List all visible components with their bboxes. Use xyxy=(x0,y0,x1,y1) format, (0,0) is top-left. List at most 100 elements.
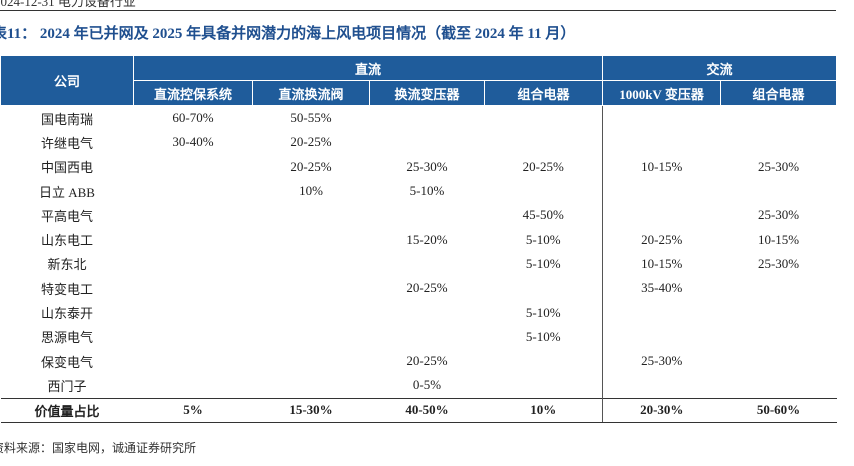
share-cell: 10-15% xyxy=(757,231,800,247)
share-cell: 35-40% xyxy=(641,280,683,296)
share-cell xyxy=(253,373,370,398)
summary-cell: 10% xyxy=(484,397,604,423)
column-header: 组合电器 xyxy=(483,80,604,106)
share-cell: 30-40% xyxy=(172,134,214,150)
share-cell xyxy=(721,373,837,398)
share-cell xyxy=(370,203,485,227)
header-row: 公司 直流 交流 xyxy=(0,55,838,106)
share-cell xyxy=(253,252,370,276)
share-cell: 20-25% xyxy=(290,134,332,150)
company-cell: 保变电气 xyxy=(40,354,93,370)
share-cell: 20-25% xyxy=(406,353,448,369)
share-cell xyxy=(370,252,485,276)
table-row: 保变电气 20-25% 25-30% xyxy=(1,348,837,374)
summary-cell: 5% xyxy=(133,397,253,423)
table-title: 表11： 2024 年已并网及 2025 年具备并网潜力的海上风电项目情况（截至… xyxy=(0,26,576,42)
header-rule xyxy=(0,10,836,11)
header-row: 直流控保系统 直流换流阀 换流变压器 组合电器 1000kV 变压器 组合电器 xyxy=(1,80,838,106)
share-cell xyxy=(484,348,604,374)
column-header: 直流换流阀 xyxy=(252,80,370,106)
table-row: 平高电气 45-50% 25-30% xyxy=(1,203,837,228)
table-row: 山东泰开 5-10% xyxy=(1,300,837,325)
company-cell: 特变电工 xyxy=(40,281,93,297)
share-cell xyxy=(721,349,837,373)
share-cell xyxy=(134,179,253,203)
share-cell xyxy=(603,325,721,349)
company-cell: 中国西电 xyxy=(40,160,93,176)
share-cell: 5-10% xyxy=(409,183,445,199)
column-header: 组合电器 xyxy=(720,80,838,106)
share-cell xyxy=(721,325,837,349)
share-cell xyxy=(253,276,370,300)
company-cell: 山东电工 xyxy=(40,233,93,249)
share-cell: 25-30% xyxy=(641,353,683,369)
summary-cell: 40-50% xyxy=(369,397,485,423)
column-header: 1000kV 变压器 xyxy=(602,80,722,106)
company-cell: 许继电气 xyxy=(40,135,93,151)
source-note: 资料来源：国家电网，诚通证券研究所 xyxy=(0,441,197,455)
table-row: 中国西电 20-25% 25-30% 20-25% 10-15% 25-30% xyxy=(1,154,837,179)
share-cell: 20-25% xyxy=(484,154,604,179)
share-cell xyxy=(253,349,370,373)
table-row: 日立 ABB 10% 5-10% xyxy=(1,178,837,204)
share-cell xyxy=(253,325,370,349)
share-cell: 20-25% xyxy=(290,158,332,174)
summary-cell: 50-60% xyxy=(720,397,837,423)
share-cell: 25-30% xyxy=(757,207,800,223)
share-cell xyxy=(721,179,837,203)
share-cell xyxy=(134,155,253,179)
share-cell xyxy=(603,373,721,398)
column-header: 换流变压器 xyxy=(369,80,485,106)
share-cell: 60-70% xyxy=(172,110,214,126)
share-cell xyxy=(253,227,370,251)
share-cell xyxy=(134,203,253,227)
share-cell xyxy=(253,203,370,227)
company-cell: 西门子 xyxy=(47,378,87,394)
share-cell xyxy=(721,130,837,154)
page-header: 2024-12-31 电力设备行业 xyxy=(0,0,136,9)
share-cell xyxy=(484,178,604,204)
share-cell xyxy=(253,300,370,324)
share-cell xyxy=(603,203,721,227)
share-cell xyxy=(370,130,485,154)
share-cell xyxy=(484,373,604,399)
share-cell: 25-30% xyxy=(757,158,800,174)
share-cell xyxy=(370,300,485,324)
share-cell: 5-10% xyxy=(484,324,604,349)
share-cell xyxy=(721,106,837,131)
share-cell: 45-50% xyxy=(484,203,604,228)
table-row: 新东北 5-10% 10-15% 25-30% xyxy=(1,251,837,277)
share-cell xyxy=(721,300,837,324)
share-cell xyxy=(484,130,604,155)
share-cell: 20-25% xyxy=(641,231,683,247)
company-cell: 国电南瑞 xyxy=(40,111,93,127)
share-cell xyxy=(603,106,721,131)
share-cell xyxy=(134,252,253,276)
share-cell xyxy=(484,276,604,301)
share-cell xyxy=(603,179,721,203)
table-row: 西门子 0-5% xyxy=(1,373,837,399)
company-cell: 新东北 xyxy=(47,257,87,273)
share-cell xyxy=(134,300,253,324)
summary-cell: 15-30% xyxy=(252,397,370,423)
group-header: 交流 xyxy=(602,55,838,81)
company-cell: 山东泰开 xyxy=(40,306,93,322)
summary-cell: 20-30% xyxy=(602,397,721,423)
share-cell: 5-10% xyxy=(484,227,604,252)
share-cell xyxy=(134,373,253,398)
company-cell: 日立 ABB xyxy=(39,184,95,200)
share-cell xyxy=(134,276,253,300)
share-cell: 25-30% xyxy=(406,158,448,174)
share-cell: 10% xyxy=(299,183,323,199)
share-cell: 10-15% xyxy=(641,255,683,271)
table-row: 山东电工 15-20% 5-10% 20-25% 10-15% xyxy=(1,227,837,252)
table-row: 国电南瑞 60-70% 50-55% xyxy=(1,105,837,131)
share-cell xyxy=(134,325,253,349)
share-cell: 20-25% xyxy=(406,280,448,296)
share-cell: 5-10% xyxy=(484,251,604,277)
share-cell xyxy=(370,106,485,131)
share-cell: 5-10% xyxy=(484,300,604,325)
table-row: 特变电工 20-25% 35-40% xyxy=(1,276,837,301)
share-cell: 0-5% xyxy=(412,377,442,393)
